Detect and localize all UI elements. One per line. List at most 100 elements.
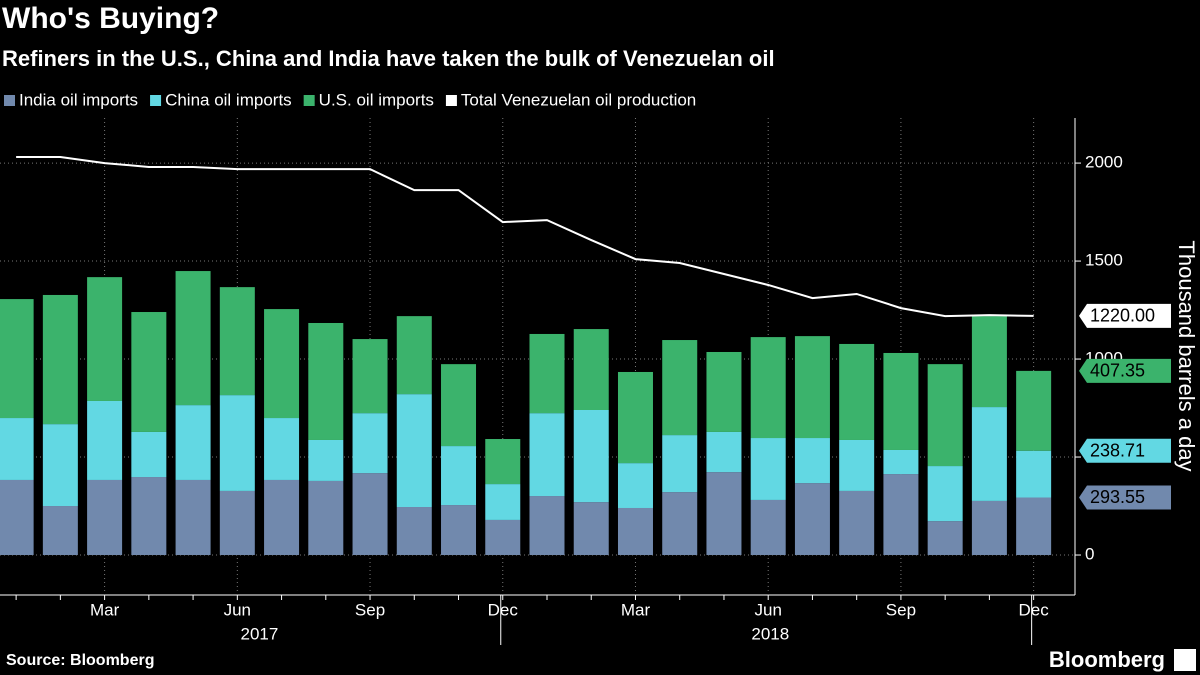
bar: [87, 479, 123, 556]
bar: [131, 312, 167, 432]
bar: [794, 438, 830, 484]
bar: [794, 336, 830, 439]
x-tick-label: Jun: [754, 600, 781, 619]
bar: [396, 316, 432, 395]
bar: [42, 506, 78, 556]
bar: [264, 418, 300, 480]
bar: [441, 446, 477, 506]
y-tick-label: 2000: [1085, 153, 1123, 172]
bar: [0, 479, 34, 556]
bar: [706, 431, 742, 473]
bar: [441, 364, 477, 447]
legend-swatch: [445, 95, 457, 106]
bar: [131, 431, 167, 478]
x-tick-label: Sep: [886, 600, 916, 619]
bar: [441, 505, 477, 556]
bar: [87, 277, 123, 401]
bar: [750, 337, 786, 439]
x-tick-label: Dec: [488, 600, 519, 619]
bar: [927, 521, 963, 556]
bar: [573, 329, 609, 411]
bar: [131, 477, 167, 556]
bar: [308, 439, 344, 481]
x-tick-label: Mar: [90, 600, 120, 619]
bar: [1016, 450, 1052, 498]
bar: [839, 439, 875, 491]
bar: [219, 287, 255, 396]
year-label: 2018: [751, 624, 789, 643]
chart-title: Who's Buying?: [2, 2, 219, 35]
bar: [883, 352, 919, 450]
bar: [264, 309, 300, 419]
bar: [485, 484, 521, 520]
bar: [352, 473, 388, 556]
bar: [0, 299, 34, 419]
y-tick-label: 0: [1085, 545, 1094, 564]
legend-label: Total Venezuelan oil production: [461, 90, 696, 109]
bar: [927, 364, 963, 467]
x-tick-label: Mar: [621, 600, 651, 619]
bar: [42, 424, 78, 507]
bar: [839, 343, 875, 440]
x-tick-label: Dec: [1019, 600, 1050, 619]
brand: Bloomberg: [1049, 647, 1165, 672]
bar: [529, 496, 565, 556]
value-tag-bg: [1079, 438, 1171, 463]
bar: [485, 519, 521, 556]
y-tick-label: 1500: [1085, 251, 1123, 270]
bar: [308, 480, 344, 556]
source: Source: Bloomberg: [6, 652, 154, 669]
bar: [750, 499, 786, 556]
brand-icon: [1174, 649, 1196, 671]
bar: [0, 418, 34, 480]
value-tag: 293.55: [1090, 487, 1145, 507]
bar: [175, 479, 211, 556]
bar: [971, 407, 1007, 501]
bar: [219, 395, 255, 491]
bar: [971, 500, 1007, 556]
value-tag-bg: [1079, 303, 1171, 328]
x-tick-label: Sep: [355, 600, 385, 619]
bar: [839, 490, 875, 556]
bar: [662, 435, 698, 493]
bar: [750, 438, 786, 500]
bar: [485, 439, 521, 485]
bar: [308, 322, 344, 440]
bar: [662, 340, 698, 436]
bar: [264, 479, 300, 556]
bar: [971, 316, 1007, 408]
bar: [529, 413, 565, 497]
bar: [175, 405, 211, 480]
value-tag: 238.71: [1090, 440, 1145, 460]
bar: [706, 472, 742, 556]
bar: [883, 449, 919, 475]
bar: [706, 351, 742, 432]
legend-label: China oil imports: [165, 90, 292, 109]
bar: [617, 507, 653, 556]
bar: [573, 502, 609, 556]
value-tag-bg: [1079, 358, 1171, 383]
bar: [573, 410, 609, 503]
bar: [529, 333, 565, 414]
bar: [1016, 497, 1052, 556]
bar: [396, 507, 432, 556]
legend-swatch: [4, 95, 15, 106]
bar: [219, 490, 255, 556]
bar: [352, 413, 388, 474]
bar: [617, 371, 653, 464]
bar: [396, 394, 432, 508]
legend-label: U.S. oil imports: [319, 90, 434, 109]
legend-swatch: [303, 95, 315, 106]
bar: [352, 339, 388, 414]
year-label: 2017: [241, 624, 279, 643]
value-tag: 407.35: [1090, 361, 1145, 381]
bar: [927, 466, 963, 522]
legend-label: India oil imports: [19, 90, 138, 109]
bar: [794, 483, 830, 556]
bar: [883, 474, 919, 556]
bar: [175, 271, 211, 406]
value-tag: 1220.00: [1090, 306, 1155, 326]
x-tick-label: Jun: [224, 600, 251, 619]
bar: [87, 400, 123, 480]
